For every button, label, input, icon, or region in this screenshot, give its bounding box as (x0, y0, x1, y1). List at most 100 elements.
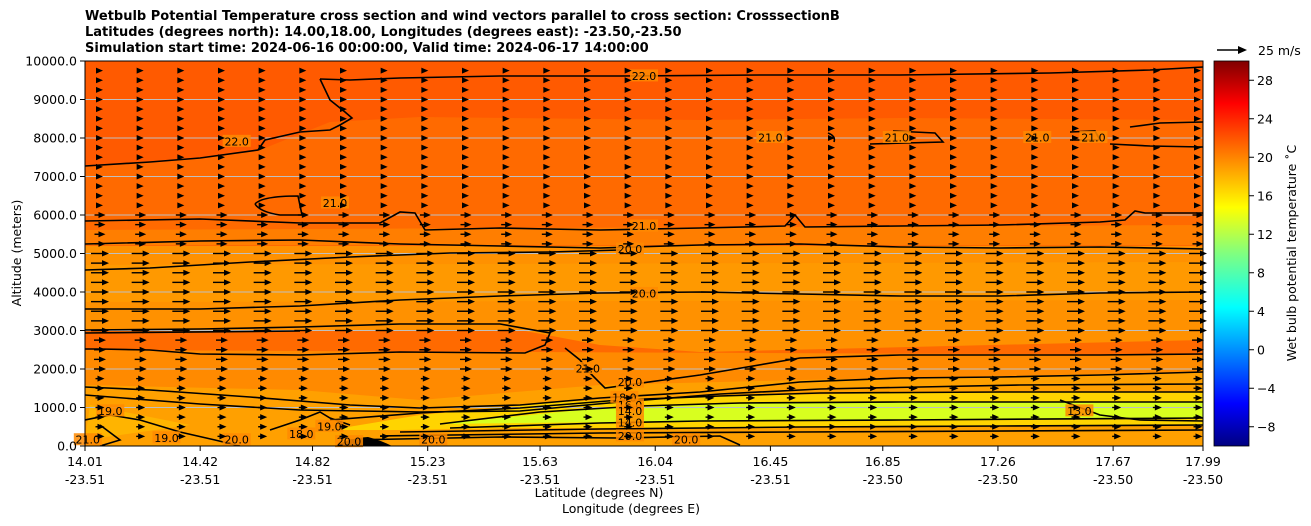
wind-vector (908, 414, 918, 421)
wind-vector (579, 269, 597, 276)
wind-vector (741, 269, 760, 276)
wind-vector (136, 163, 144, 170)
wind-vector (175, 337, 188, 344)
wind-vector (950, 163, 957, 170)
wind-vector (1192, 212, 1204, 218)
wind-vector (258, 125, 266, 132)
wind-vector (706, 144, 713, 151)
wind-vector (988, 366, 1001, 372)
contour-19-left2 (99, 424, 122, 446)
wind-vector (258, 96, 266, 103)
wind-vector (420, 404, 430, 411)
wind-vector (1026, 279, 1045, 286)
wind-vector (299, 86, 307, 93)
wind-vector (1067, 289, 1085, 295)
wind-vector (867, 231, 879, 238)
wind-vector (299, 192, 307, 199)
wind-vector (1072, 144, 1079, 151)
wind-vector (95, 394, 105, 401)
wind-vector (502, 414, 512, 421)
wind-vector (744, 356, 757, 363)
wind-vector (909, 77, 917, 84)
wind-vector (624, 96, 632, 103)
wind-vector (91, 250, 109, 257)
wind-vector (457, 317, 475, 324)
wind-vector (338, 366, 350, 372)
wind-vector (868, 144, 876, 151)
wind-vector (583, 394, 593, 401)
wind-vector (462, 77, 469, 84)
wind-vector (828, 67, 835, 74)
wind-vector (1072, 106, 1079, 113)
wind-vector (96, 86, 103, 93)
wind-vector (543, 125, 551, 132)
wind-vector (746, 394, 756, 401)
wind-vector (460, 212, 472, 218)
contour-label: 14.0 (618, 405, 643, 418)
wind-vector (1026, 260, 1045, 267)
wind-vector (1072, 163, 1079, 170)
wind-vector (500, 356, 513, 363)
wind-vector (379, 231, 391, 238)
wind-vector (213, 289, 231, 295)
wind-vector (866, 366, 879, 372)
wind-vector (294, 317, 313, 324)
wind-vector (868, 154, 876, 161)
wind-vector (950, 192, 957, 199)
wind-vector (297, 221, 309, 228)
wind-vector (1031, 202, 1039, 209)
wind-vector (706, 202, 713, 209)
wind-vector (863, 289, 882, 295)
wind-vector (1111, 221, 1123, 228)
wind-vector (1026, 317, 1045, 324)
wind-vector (416, 317, 435, 324)
wind-vector (462, 183, 469, 190)
wind-vector (1194, 183, 1201, 190)
wind-vector (136, 77, 144, 84)
wind-vector (1148, 308, 1167, 315)
wind-vector (460, 240, 472, 247)
contour-21-mid (85, 210, 1203, 231)
wind-vector (380, 192, 388, 199)
wind-vector (990, 106, 998, 113)
wind-vector (421, 192, 429, 199)
wind-vector (380, 375, 390, 382)
wind-vector (1193, 414, 1203, 421)
wind-vector (136, 423, 146, 430)
wind-vector (380, 96, 388, 103)
wind-vector (1031, 192, 1039, 199)
wind-vector (582, 231, 594, 238)
wind-vector (541, 346, 554, 353)
wind-vector (904, 298, 923, 305)
wind-vector (1192, 356, 1204, 363)
wind-vector (863, 279, 882, 286)
wind-vector (96, 202, 103, 209)
wind-vector (135, 231, 147, 238)
wind-vector (95, 385, 105, 392)
wind-vector (457, 250, 475, 257)
wind-vector (705, 414, 715, 421)
wind-vector (420, 385, 430, 392)
wind-vector (1030, 423, 1040, 430)
wind-vector (1072, 125, 1079, 132)
wind-vector (218, 125, 225, 132)
wind-vector (827, 414, 837, 421)
wind-vector (1153, 135, 1161, 141)
wind-vector (706, 163, 713, 170)
x-tick-lat: 17.67 (1095, 454, 1131, 469)
wind-vector (1029, 356, 1042, 363)
wind-vector (949, 404, 959, 411)
wind-vector (619, 279, 638, 286)
wind-vector (94, 221, 106, 228)
wind-vector (624, 77, 632, 84)
wind-vector (1153, 115, 1161, 122)
wind-vector (907, 346, 920, 353)
wind-vector (584, 154, 591, 161)
contour-label: 19.0 (154, 432, 179, 445)
wind-vector (258, 202, 266, 209)
wind-vector (909, 86, 917, 93)
wind-vector (461, 375, 471, 382)
wind-vector (378, 366, 391, 372)
title-line-1: Wetbulb Potential Temperature cross sect… (85, 9, 840, 24)
wind-vector (95, 414, 105, 421)
